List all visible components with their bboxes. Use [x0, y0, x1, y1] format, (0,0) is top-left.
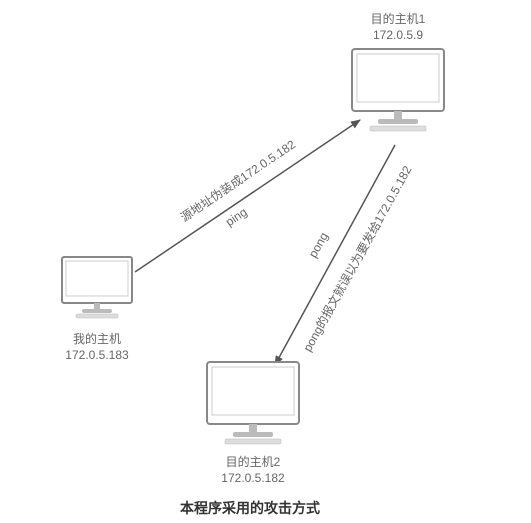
node-target1-title: 目的主机1: [371, 12, 426, 28]
node-target2: 目的主机2 172.0.5.182: [205, 360, 301, 486]
edge-ping-label-bottom: ping: [223, 205, 250, 229]
diagram-caption: 本程序采用的攻击方式: [180, 498, 320, 518]
node-target2-ip: 172.0.5.182: [221, 471, 284, 487]
edge-ping: [135, 120, 360, 272]
node-target2-labels: 目的主机2 172.0.5.182: [221, 455, 284, 486]
node-target1-ip: 172.0.5.9: [373, 28, 423, 44]
node-myhost: 我的主机 172.0.5.183: [60, 255, 134, 363]
node-myhost-title: 我的主机: [73, 332, 121, 348]
node-target1-labels: 目的主机1 172.0.5.9: [371, 12, 426, 43]
edge-pong-label-left: pong: [306, 230, 331, 260]
node-target1: 目的主机1 172.0.5.9: [350, 12, 446, 138]
node-myhost-labels: 我的主机 172.0.5.183: [65, 332, 128, 363]
node-target2-title: 目的主机2: [226, 455, 281, 471]
computer-icon: [205, 360, 301, 451]
computer-icon: [350, 47, 446, 138]
edge-pong: [275, 145, 395, 365]
node-myhost-ip: 172.0.5.183: [65, 348, 128, 364]
computer-icon: [60, 255, 134, 326]
